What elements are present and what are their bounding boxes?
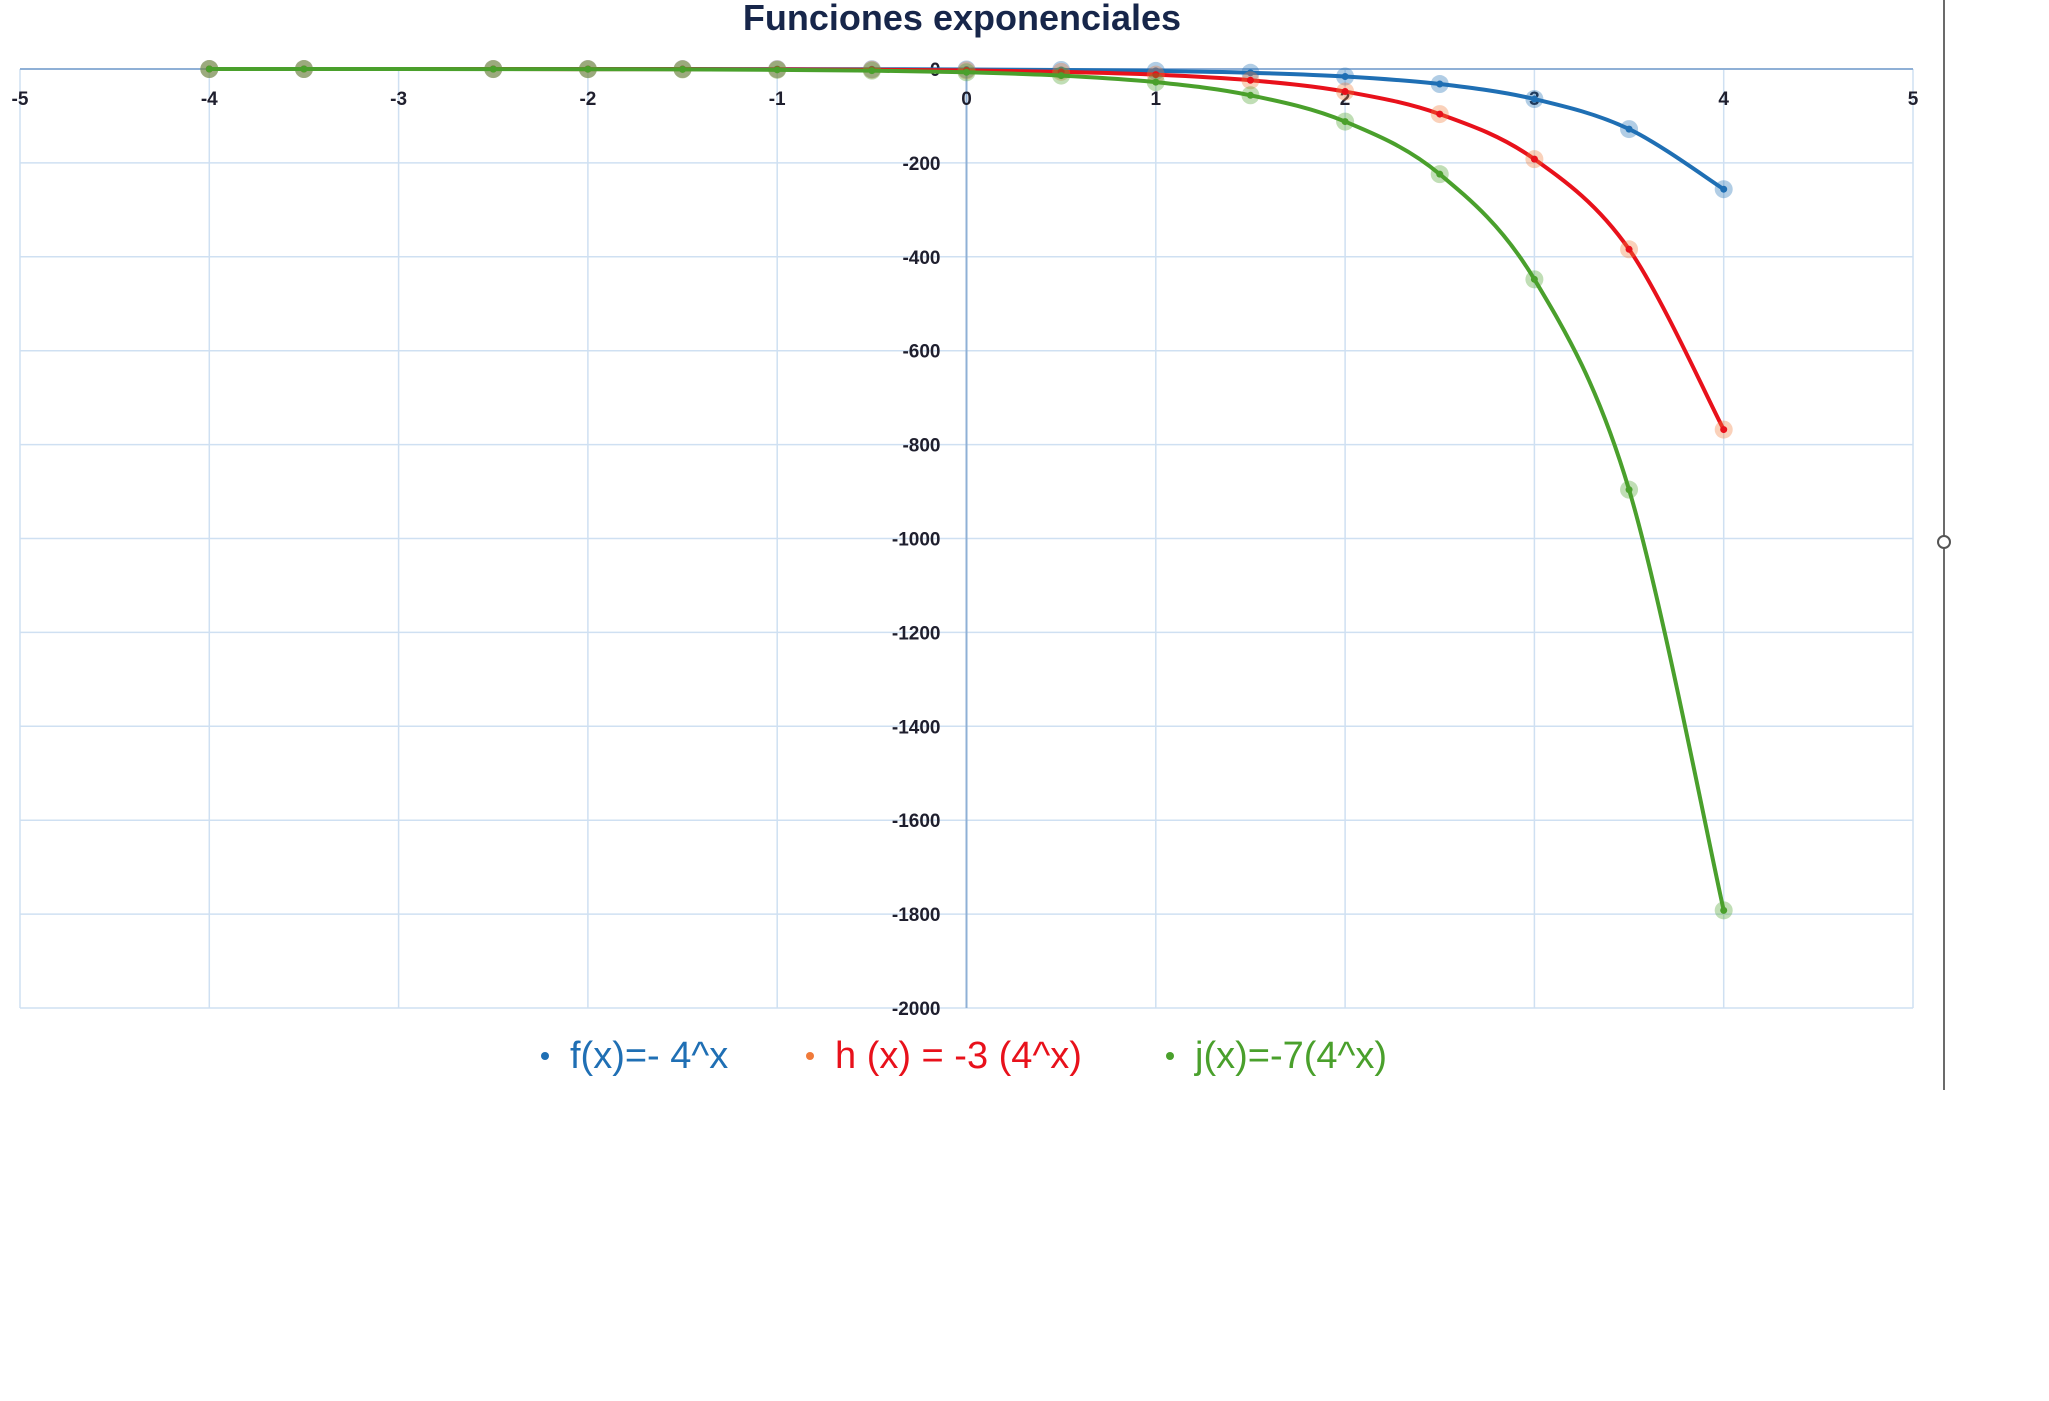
legend-entry: f(x)=- 4^x [570,1035,728,1077]
x-tick-labels: -5-4-3-2-1012345 [12,89,1919,110]
x-tick-label: -1 [769,89,786,110]
x-tick-label: 4 [1718,89,1729,110]
data-point [1152,71,1160,79]
data-point [1720,426,1728,434]
legend-marker [541,1052,549,1060]
legend-marker [806,1052,814,1060]
data-point [1341,73,1349,81]
data-point [963,68,970,76]
series-line [207,67,1726,913]
y-tick-label: -1200 [892,623,941,644]
x-tick-label: -3 [390,89,407,110]
data-point [679,65,687,73]
data-point [1341,88,1349,96]
series-3 [200,60,1733,920]
data-point [489,65,497,73]
data-point [205,65,213,73]
data-point [1341,118,1349,126]
data-point [1530,275,1538,283]
data-point [1246,76,1254,84]
x-tick-label: -4 [201,89,218,110]
data-point [1530,95,1538,103]
y-tick-label: -400 [902,248,940,269]
y-tick-label: -800 [902,436,940,457]
data-point [1625,125,1633,133]
y-tick-label: -1600 [892,811,941,832]
y-tick-label: -1800 [892,905,941,926]
data-point [1625,486,1633,494]
x-tick-label: 0 [961,89,972,110]
data-point [1246,69,1254,77]
data-point [1436,170,1444,178]
data-point [584,65,592,73]
data-point [1625,245,1633,253]
y-tick-labels: 0-200-400-600-800-1000-1200-1400-1600-18… [892,60,941,1020]
data-point [1436,80,1444,88]
data-point [1057,72,1065,80]
data-point [1436,110,1444,118]
data-point [1246,91,1254,99]
data-point [1152,78,1160,86]
data-point [1720,906,1728,914]
y-tick-label: -1000 [892,530,941,551]
resize-handle-icon[interactable] [1937,535,1951,549]
x-tick-label: -2 [579,89,596,110]
legend-marker [1166,1052,1174,1060]
legend-entry: j(x)=-7(4^x) [1194,1035,1387,1077]
y-tick-label: -600 [902,342,940,363]
x-tick-label: 2 [1340,89,1351,110]
x-tick-label: 1 [1151,89,1162,110]
y-tick-label: -200 [902,154,940,175]
data-point [868,67,876,75]
data-point [1720,185,1728,193]
series-lines [200,60,1733,920]
legend: f(x)=- 4^x h (x) = -3 (4^x) j(x)=-7(4^x) [541,1035,1387,1077]
chart-title: Funciones exponenciales [743,0,1181,38]
data-point [773,66,781,74]
y-tick-label: -1400 [892,717,941,738]
data-point [1530,155,1538,163]
data-point [300,65,308,73]
x-tick-label: 5 [1908,89,1919,110]
x-tick-label: -5 [12,89,29,110]
legend-entry: h (x) = -3 (4^x) [835,1035,1082,1077]
y-tick-label: -2000 [892,999,941,1020]
